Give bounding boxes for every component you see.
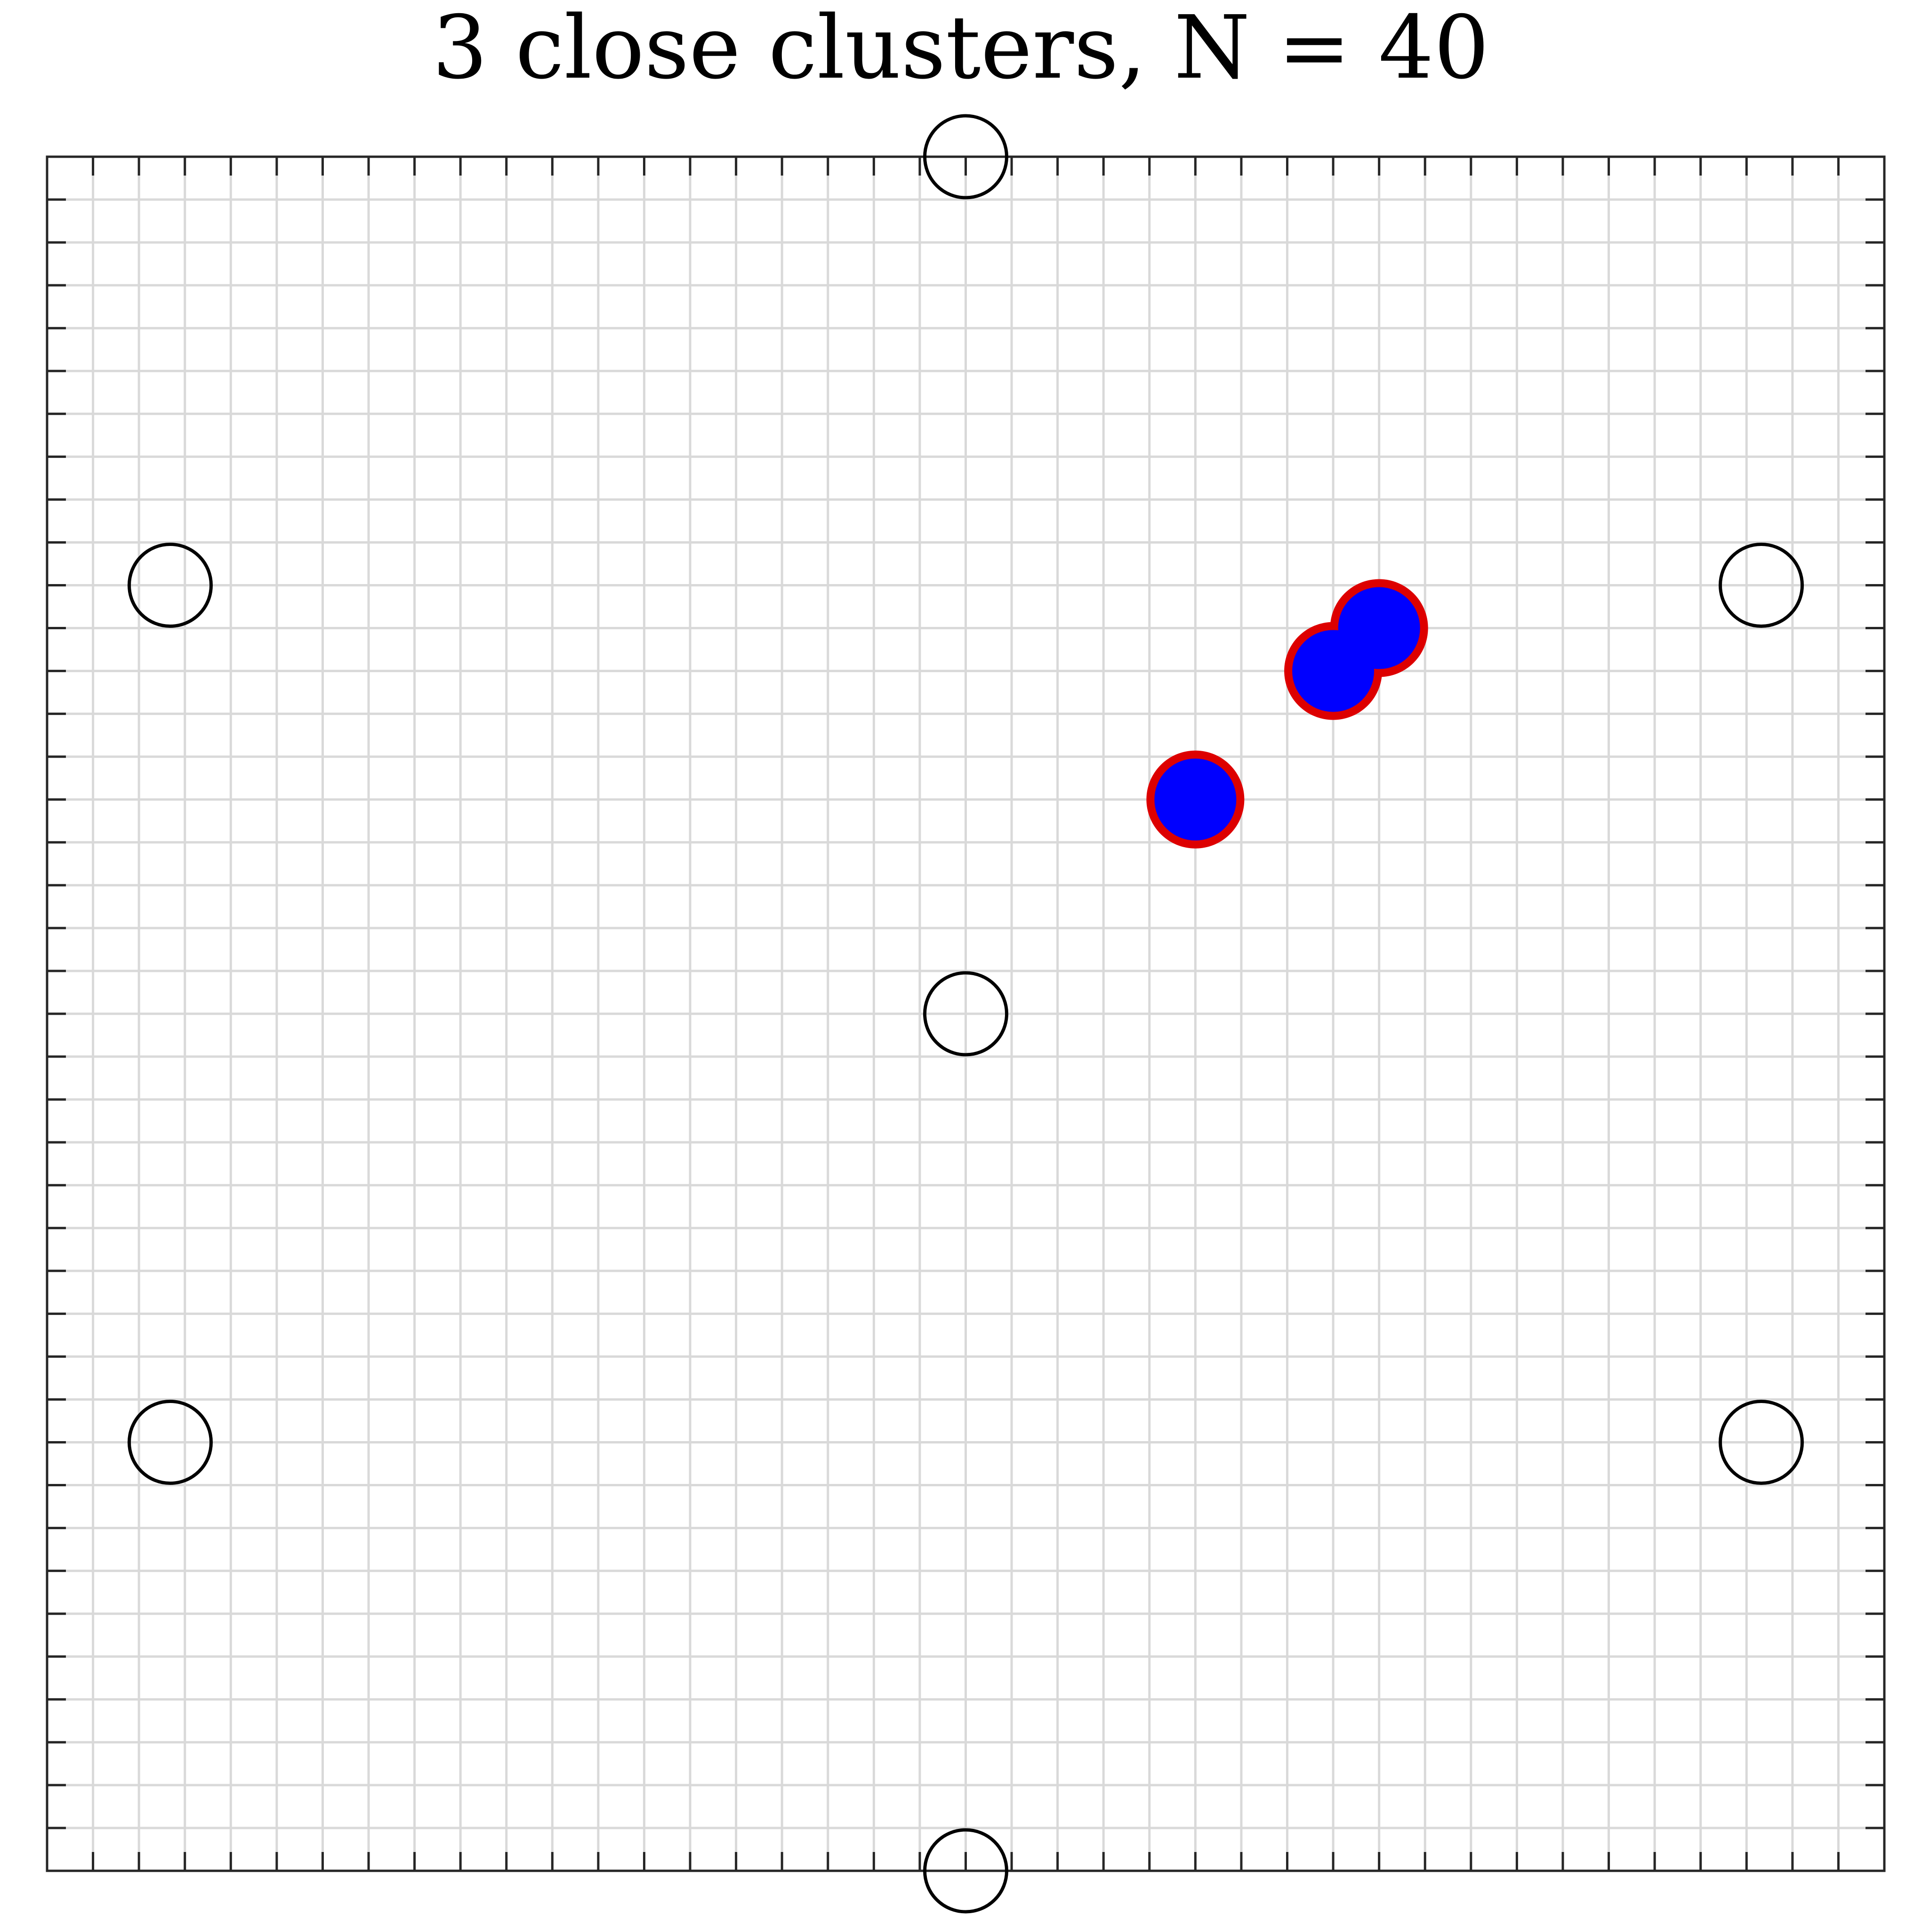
open-circle-point (923, 971, 1008, 1057)
open-circle-point (1718, 543, 1804, 628)
open-circle-point (128, 1400, 213, 1485)
grid (46, 155, 1886, 1872)
plot-area (128, 114, 1804, 1914)
open-circle-point (923, 114, 1008, 200)
open-circle-point (923, 1828, 1008, 1914)
axes-frame (46, 155, 1886, 1872)
open-circle-point (128, 543, 213, 628)
cluster-point (1338, 587, 1420, 669)
cluster-point (1154, 758, 1237, 841)
open-circle-point (1718, 1400, 1804, 1485)
chart-title: 3 close clusters, N = 40 (432, 0, 1489, 98)
